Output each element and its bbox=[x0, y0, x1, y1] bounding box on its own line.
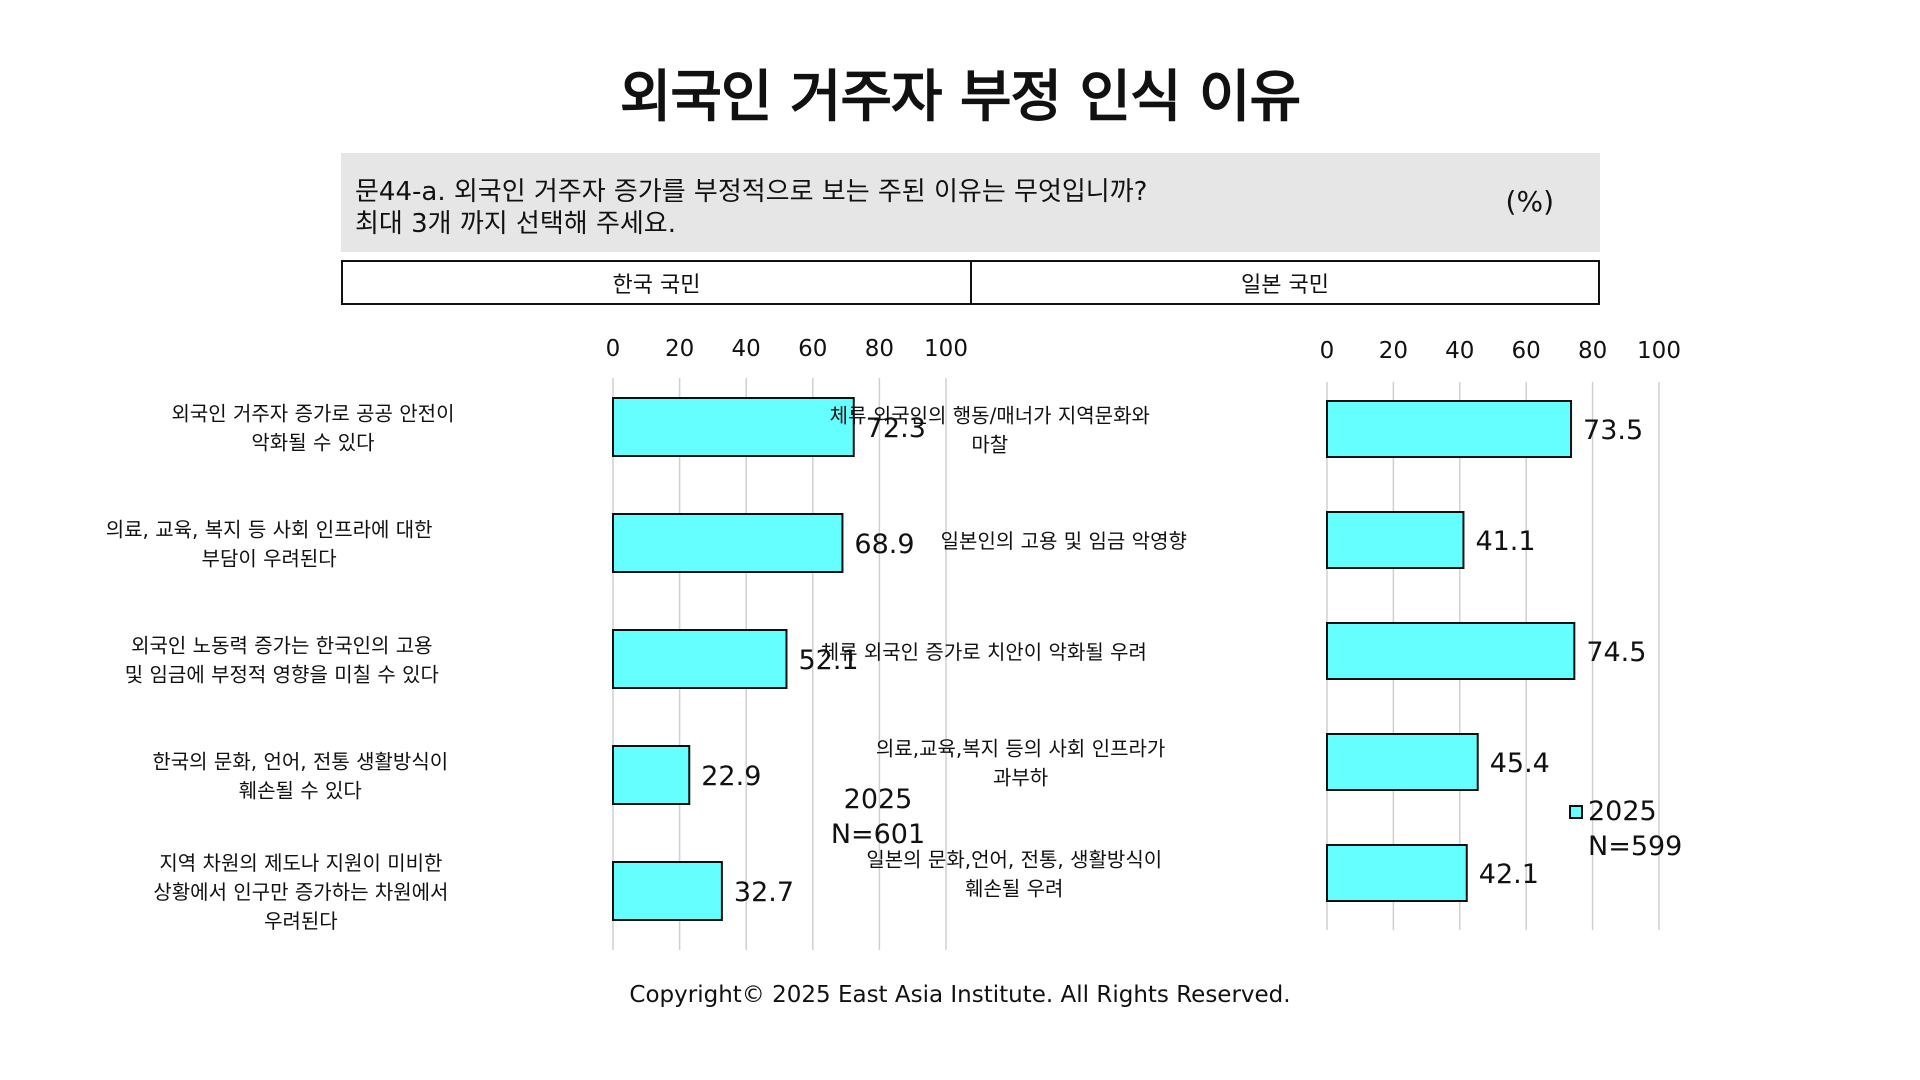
japan-tick-label: 0 bbox=[1320, 338, 1335, 364]
question-box: 문44-a. 외국인 거주자 증가를 부정적으로 보는 주된 이유는 무엇입니까… bbox=[341, 153, 1600, 252]
korea-data-label: 68.9 bbox=[854, 529, 914, 560]
japan-category-line: 과부하 bbox=[993, 766, 1048, 790]
korea-category-line: 우려된다 bbox=[264, 909, 338, 933]
japan-category-line: 의료,교육,복지 등의 사회 인프라가 bbox=[876, 737, 1165, 761]
group-header-korea: 한국 국민 bbox=[341, 260, 972, 305]
korea-tick-label: 0 bbox=[606, 336, 621, 362]
korea-category-line: 외국인 노동력 증가는 한국인의 고용 bbox=[131, 634, 432, 658]
japan-tick-label: 60 bbox=[1512, 338, 1541, 364]
korea-sample-size: N=601 bbox=[831, 819, 925, 850]
japan-bar bbox=[1326, 844, 1468, 902]
copyright-footer: Copyright© 2025 East Asia Institute. All… bbox=[629, 982, 1291, 1008]
korea-bar bbox=[612, 629, 788, 689]
japan-tick-label: 100 bbox=[1637, 338, 1681, 364]
japan-sample-size: N=599 bbox=[1588, 831, 1682, 862]
japan-category-label: 체류 외국인 증가로 치안이 악화될 우려 bbox=[821, 640, 1147, 664]
korea-category-line: 의료, 교육, 복지 등 사회 인프라에 대한 bbox=[106, 518, 433, 542]
korea-legend-label: 2025 bbox=[844, 784, 913, 815]
japan-category-line: 훼손될 우려 bbox=[965, 877, 1063, 901]
japan-bar bbox=[1326, 733, 1479, 791]
group-header-japan: 일본 국민 bbox=[970, 260, 1600, 305]
korea-bar bbox=[612, 513, 844, 573]
korea-tick-label: 20 bbox=[665, 336, 694, 362]
korea-tick-label: 60 bbox=[798, 336, 827, 362]
japan-tick-label: 80 bbox=[1578, 338, 1607, 364]
japan-bar bbox=[1326, 400, 1573, 458]
japan-tick-label: 40 bbox=[1445, 338, 1474, 364]
japan-data-label: 42.1 bbox=[1479, 859, 1539, 890]
japan-category-line: 체류 외국인 증가로 치안이 악화될 우려 bbox=[821, 640, 1147, 664]
korea-bar bbox=[612, 745, 691, 805]
japan-data-label: 45.4 bbox=[1490, 748, 1550, 779]
korea-tick-label: 80 bbox=[865, 336, 894, 362]
japan-category-line: 일본인의 고용 및 임금 악영향 bbox=[941, 529, 1187, 553]
question-instruction: 최대 3개 까지 선택해 주세요. bbox=[355, 209, 676, 239]
japan-data-label: 41.1 bbox=[1475, 526, 1535, 557]
japan-tick-label: 20 bbox=[1379, 338, 1408, 364]
korea-category-line: 지역 차원의 제도나 지원이 미비한 bbox=[159, 851, 442, 875]
japan-bar bbox=[1326, 622, 1576, 680]
korea-data-label: 52.1 bbox=[798, 645, 858, 676]
japan-legend-marker bbox=[1569, 805, 1583, 819]
korea-category-line: 상황에서 인구만 증가하는 차원에서 bbox=[153, 880, 448, 904]
japan-category-label: 일본인의 고용 및 임금 악영향 bbox=[941, 529, 1187, 553]
korea-category-line: 외국인 거주자 증가로 공공 안전이 bbox=[171, 402, 454, 426]
korea-data-label: 22.9 bbox=[701, 761, 761, 792]
korea-bar bbox=[612, 861, 723, 921]
question-text: 문44-a. 외국인 거주자 증가를 부정적으로 보는 주된 이유는 무엇입니까… bbox=[355, 177, 1148, 207]
korea-category-line: 및 임금에 부정적 영향을 미칠 수 있다 bbox=[125, 663, 439, 687]
japan-data-label: 73.5 bbox=[1583, 415, 1643, 446]
korea-category-line: 부담이 우려된다 bbox=[202, 547, 337, 571]
page-title: 외국인 거주자 부정 인식 이유 bbox=[619, 65, 1301, 130]
unit-label: (%) bbox=[1505, 185, 1554, 218]
korea-category-line: 한국의 문화, 언어, 전통 생활방식이 bbox=[152, 750, 448, 774]
korea-category-line: 악화될 수 있다 bbox=[251, 431, 374, 455]
korea-data-label: 72.3 bbox=[866, 413, 926, 444]
japan-category-line: 일본의 문화,언어, 전통, 생활방식이 bbox=[866, 848, 1162, 872]
japan-data-label: 74.5 bbox=[1586, 637, 1646, 668]
korea-bar bbox=[612, 397, 855, 457]
japan-category-line: 마찰 bbox=[971, 433, 1008, 457]
korea-data-label: 32.7 bbox=[734, 877, 794, 908]
korea-category-line: 훼손될 수 있다 bbox=[239, 779, 362, 803]
japan-category-line: 체류 외국인의 행동/매너가 지역문화와 bbox=[830, 404, 1150, 428]
korea-tick-label: 100 bbox=[924, 336, 968, 362]
japan-legend-label: 2025 bbox=[1588, 796, 1657, 827]
japan-bar bbox=[1326, 511, 1465, 569]
korea-tick-label: 40 bbox=[732, 336, 761, 362]
